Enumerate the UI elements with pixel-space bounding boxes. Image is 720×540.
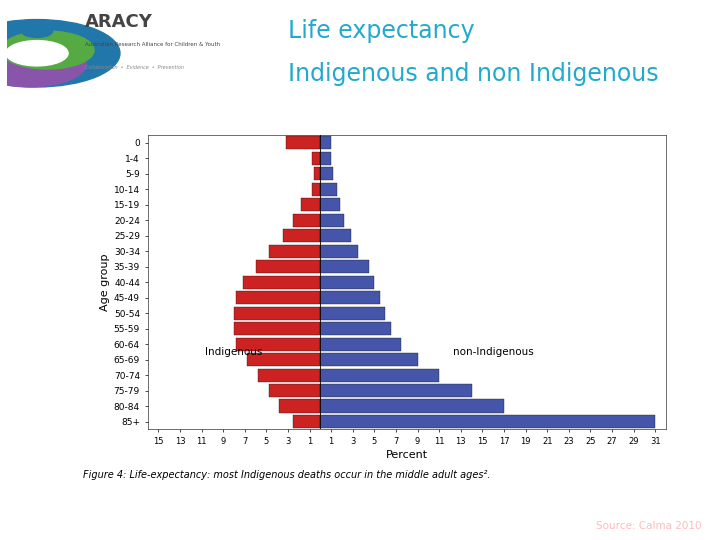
Text: Figure 4: Life-expectancy: most Indigenous deaths occur in the middle adult ages: Figure 4: Life-expectancy: most Indigeno… [83,470,490,480]
Bar [269,384,320,397]
Bar [320,167,333,180]
Bar [320,368,439,382]
Bar [320,136,331,150]
Text: Indigenous and non Indigenous: Indigenous and non Indigenous [288,62,659,86]
Bar [256,260,320,273]
Bar [320,214,344,227]
Text: Indigenous: Indigenous [205,347,263,357]
Bar [320,291,380,304]
X-axis label: Percent: Percent [386,450,428,460]
Bar [282,229,320,242]
Text: ARACY: ARACY [85,12,153,31]
Text: non-Indigenous: non-Indigenous [453,347,534,357]
Text: Source: Calma 2010: Source: Calma 2010 [596,521,702,531]
Bar [247,353,320,366]
Bar [243,275,320,289]
Bar [234,322,320,335]
Bar [320,245,359,258]
Bar [320,152,331,165]
Bar [279,400,320,413]
Bar [258,368,320,382]
Bar [301,198,320,211]
Bar [320,260,369,273]
Bar [286,136,320,150]
Bar [236,291,320,304]
Circle shape [0,19,120,87]
Bar [320,275,374,289]
Bar [320,400,504,413]
Circle shape [0,40,86,87]
Bar [294,415,320,428]
Text: Australian Research Alliance for Children & Youth: Australian Research Alliance for Childre… [85,42,220,48]
Bar [320,338,402,350]
Bar [312,152,320,165]
Circle shape [22,25,53,37]
Bar [314,167,320,180]
Bar [320,183,336,196]
Y-axis label: Age group: Age group [99,253,109,311]
Bar [294,214,320,227]
Bar [236,338,320,350]
Text: 38: 38 [688,498,702,508]
Bar [312,183,320,196]
Bar [234,307,320,320]
Text: Life expectancy: Life expectancy [288,19,474,43]
Bar [269,245,320,258]
Bar [320,307,385,320]
Text: Collaboration  •  Evidence  •  Prevention: Collaboration • Evidence • Prevention [85,65,184,71]
Bar [320,415,655,428]
Text: aracy.org.au: aracy.org.au [18,506,112,521]
Bar [320,384,472,397]
Circle shape [1,31,94,69]
Text: Indigenous and non-Indigenous deaths, 2002-2006: Indigenous and non-Indigenous deaths, 20… [203,118,560,131]
Bar [320,198,340,211]
Bar [320,322,390,335]
Bar [320,229,351,242]
Circle shape [6,40,68,66]
Bar [320,353,418,366]
